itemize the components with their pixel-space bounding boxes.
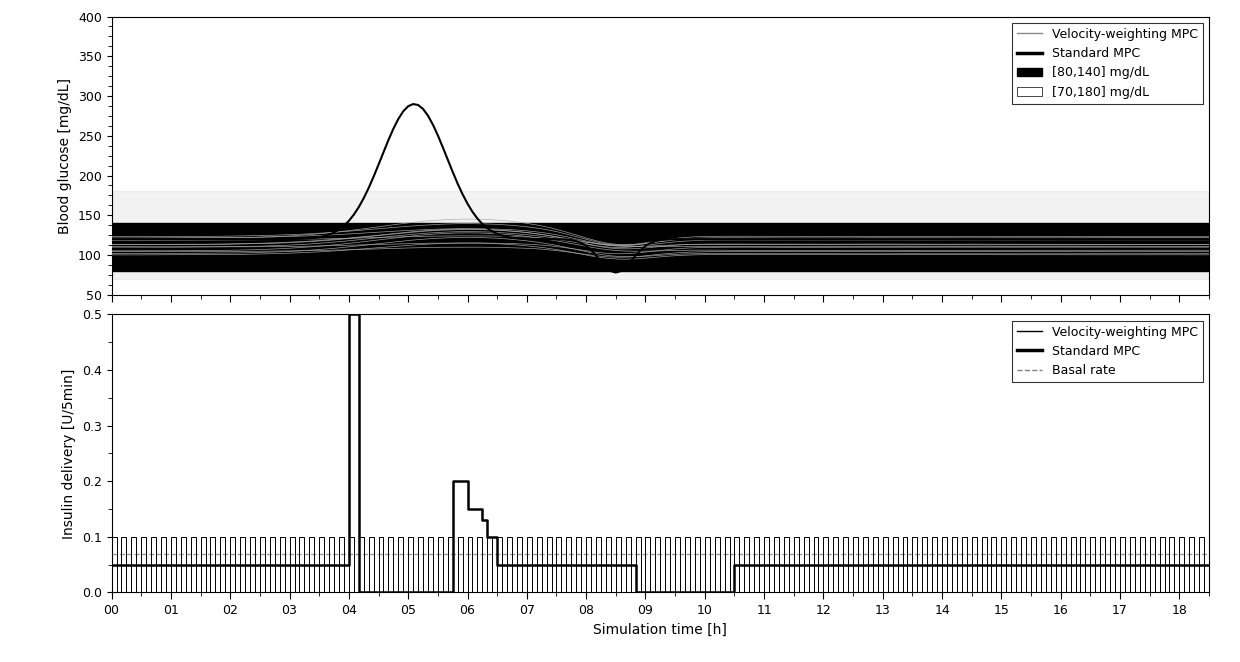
Y-axis label: Blood glucose [mg/dL]: Blood glucose [mg/dL] xyxy=(58,77,72,234)
Legend: Velocity-weighting MPC, Standard MPC, [80,140] mg/dL, [70,180] mg/dL: Velocity-weighting MPC, Standard MPC, [8… xyxy=(1012,23,1203,103)
X-axis label: Simulation time [h]: Simulation time [h] xyxy=(594,623,727,637)
Legend: Velocity-weighting MPC, Standard MPC, Basal rate: Velocity-weighting MPC, Standard MPC, Ba… xyxy=(1012,320,1203,382)
Y-axis label: Insulin delivery [U/5min]: Insulin delivery [U/5min] xyxy=(62,368,77,539)
